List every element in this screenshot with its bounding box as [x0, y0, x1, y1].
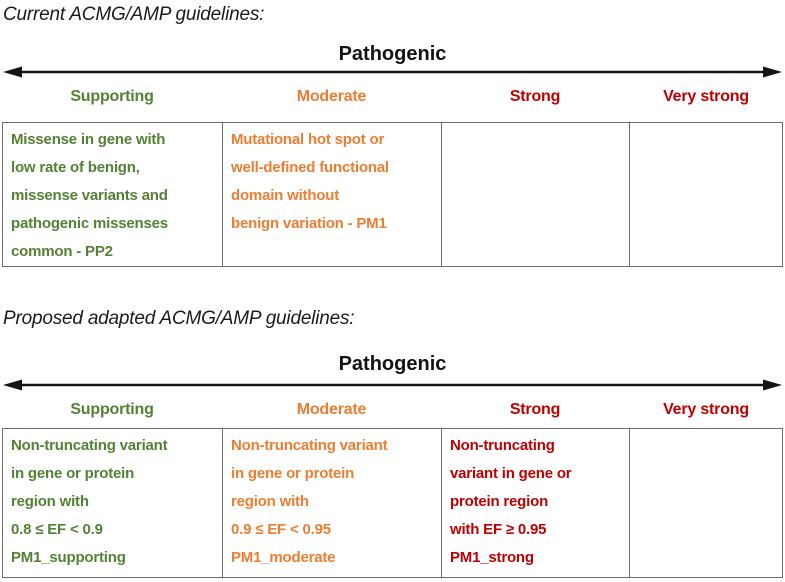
category-labels-row: Supporting Moderate Strong Very strong — [2, 88, 783, 106]
axis-label-pathogenic: Pathogenic — [338, 353, 447, 375]
table-cell-very-strong-empty — [630, 429, 784, 577]
table-cell-strong-empty — [442, 123, 630, 266]
category-labels-row: Supporting Moderate Strong Very strong — [2, 401, 783, 419]
category-label-strong: Strong — [509, 88, 561, 105]
category-label-strong: Strong — [509, 401, 561, 418]
table-cell-very-strong-empty — [630, 123, 784, 266]
criteria-table-proposed: Non-truncating variant in gene or protei… — [2, 428, 783, 578]
category-label-moderate: Moderate — [296, 88, 367, 105]
section-proposed-guidelines: Proposed adapted ACMG/AMP guidelines: Pa… — [0, 302, 785, 582]
table-cell-pm1-supporting: Non-truncating variant in gene or protei… — [3, 429, 223, 577]
category-label-supporting: Supporting — [70, 401, 154, 418]
category-label-very-strong: Very strong — [663, 401, 749, 418]
table-cell-supporting-pp2: Missense in gene with low rate of benign… — [3, 123, 223, 266]
table-cell-moderate-pm1: Mutational hot spot or well-defined func… — [223, 123, 442, 266]
table-cell-pm1-strong: Non-truncating variant in gene or protei… — [442, 429, 630, 577]
double-headed-arrow — [3, 66, 782, 78]
criteria-table-current: Missense in gene with low rate of benign… — [2, 122, 783, 267]
category-label-moderate: Moderate — [296, 401, 367, 418]
table-cell-pm1-moderate: Non-truncating variant in gene or protei… — [223, 429, 442, 577]
axis-label-pathogenic: Pathogenic — [338, 43, 447, 65]
section-title: Proposed adapted ACMG/AMP guidelines: — [3, 308, 355, 329]
section-title: Current ACMG/AMP guidelines: — [3, 4, 265, 25]
section-current-guidelines: Current ACMG/AMP guidelines: Pathogenic … — [2, 4, 783, 267]
double-headed-arrow — [3, 379, 782, 391]
category-label-supporting: Supporting — [70, 88, 154, 105]
category-label-very-strong: Very strong — [663, 88, 749, 105]
